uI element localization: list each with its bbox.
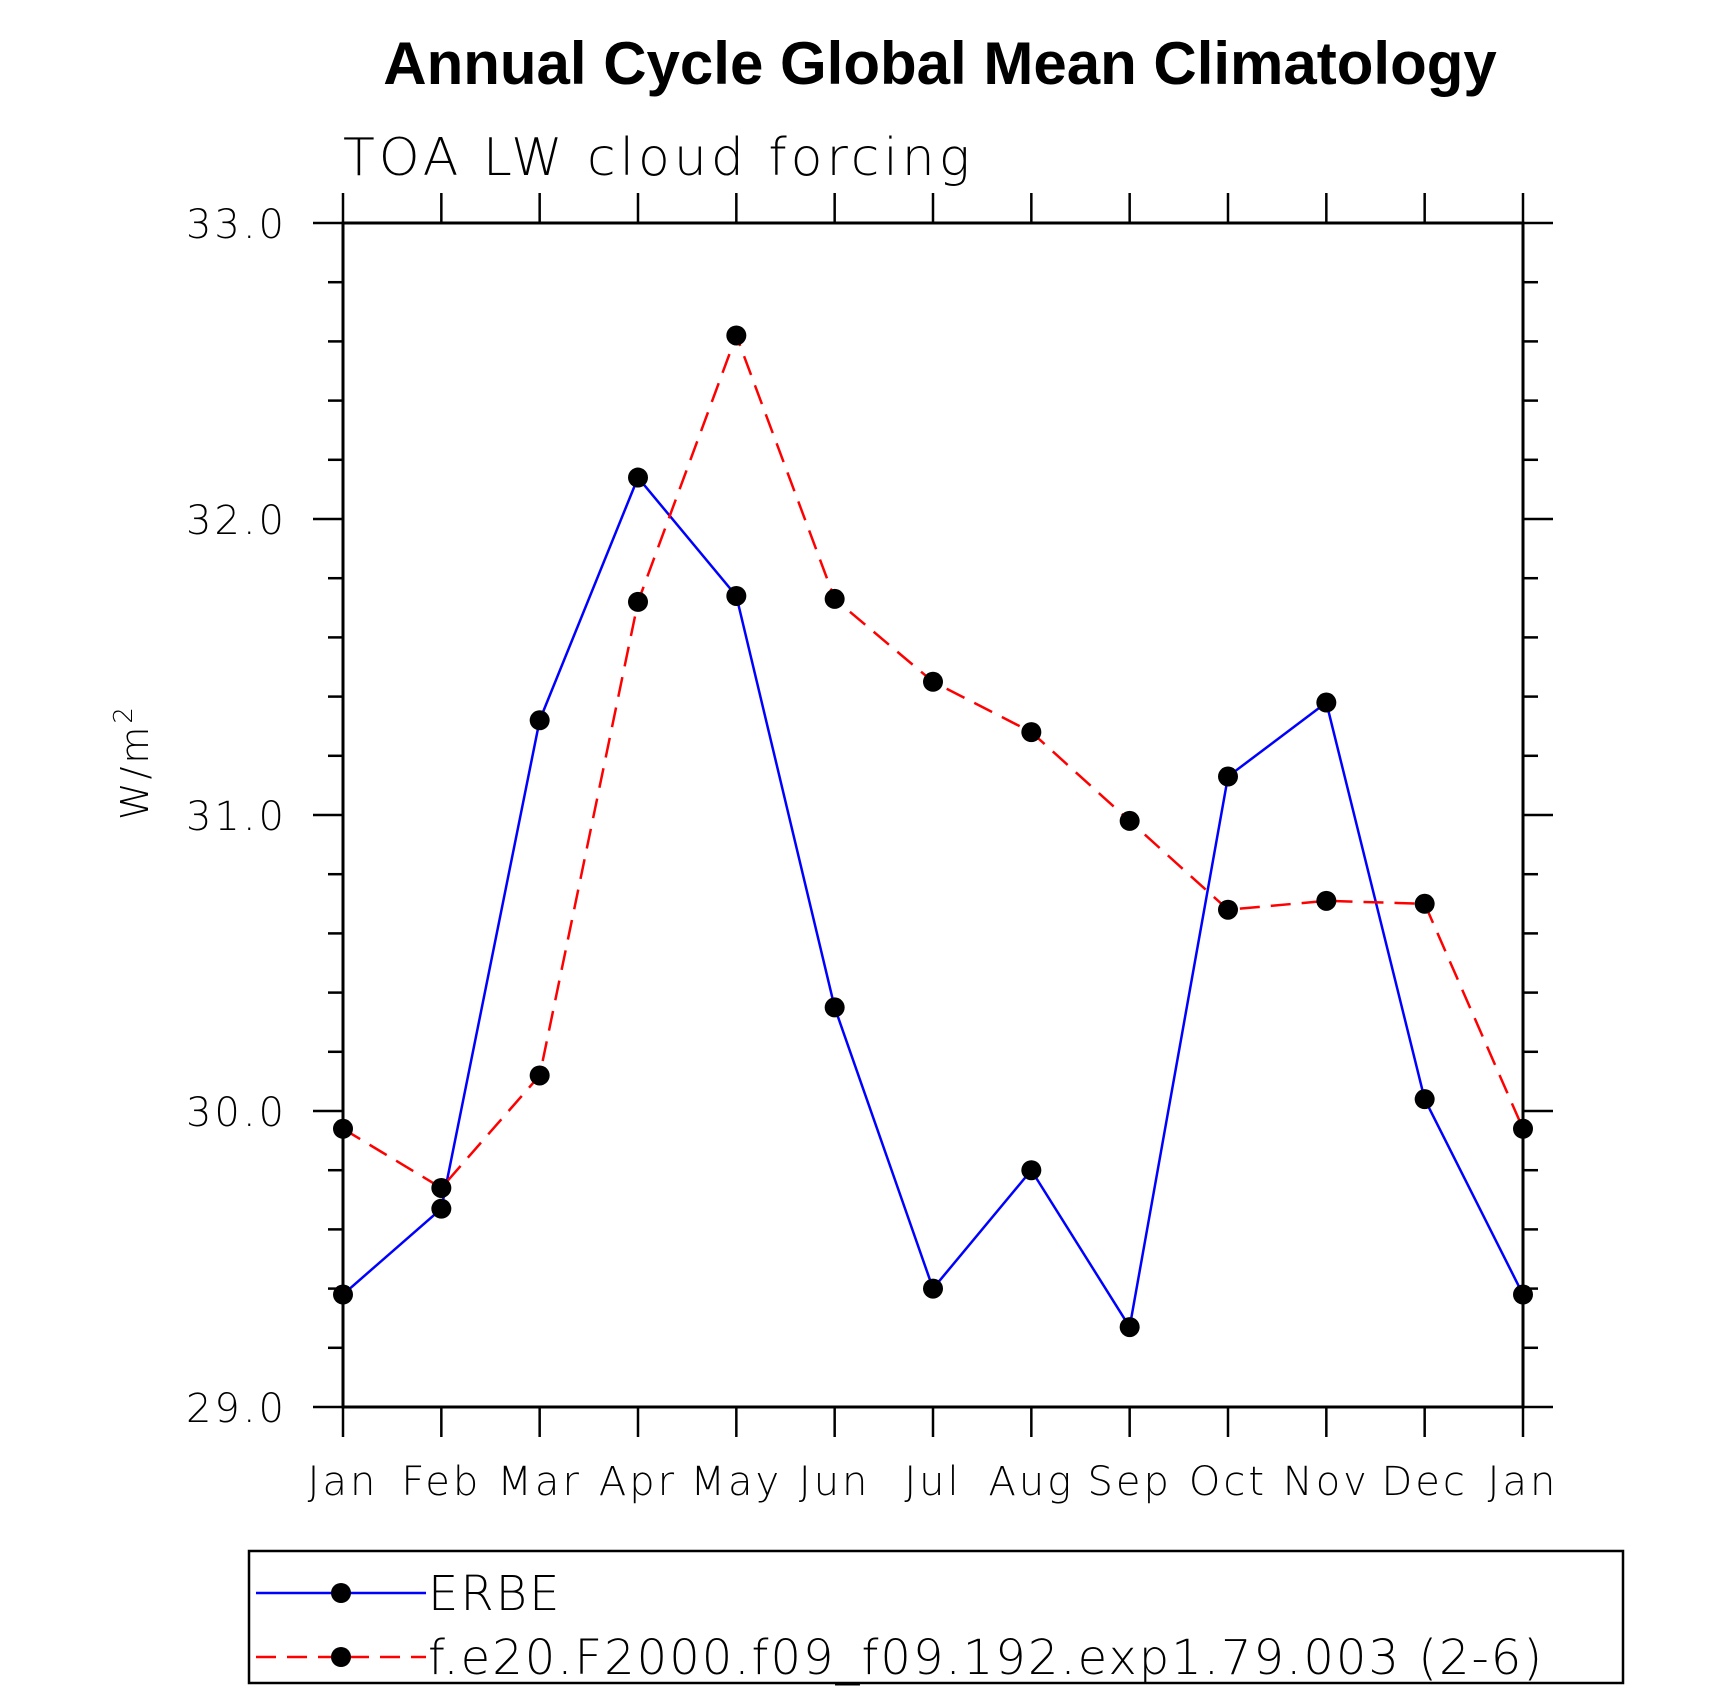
x-tick-label: Nov [1283,1459,1370,1505]
data-point-series-1 [1218,766,1238,787]
data-point-series-1 [726,585,747,606]
data-point-series-1 [1021,1160,1042,1181]
data-point-series-2 [1119,810,1140,831]
x-tick-label: Dec [1381,1459,1467,1505]
data-point-series-2 [529,1065,550,1086]
y-tick-label: 30.0 [186,1090,287,1136]
data-point-series-1 [1513,1284,1533,1305]
x-tick-label: Feb [401,1459,481,1505]
data-point-series-2 [1414,893,1435,914]
svg-text:W/m2: W/m2 [109,704,157,820]
data-point-series-1 [529,710,550,731]
legend-label-2: f.e20.F2000.f09_f09.192.exp1.79.003 (2-6… [428,1630,1544,1686]
legend: ERBE f.e20.F2000.f09_f09.192.exp1.79.003 … [247,1549,1625,1686]
legend-marker-2 [331,1647,351,1667]
chart-title: Annual Cycle Global Mean Climatology [383,30,1497,97]
x-tick-label: Jan [308,1459,379,1505]
x-tick-label: Apr [599,1459,677,1505]
legend-marker-1 [331,1583,351,1603]
y-axis-label-superscript: 2 [109,704,139,724]
x-tick-label: Aug [988,1459,1074,1505]
x-tick-label: Jan [1488,1459,1559,1505]
legend-box [247,1549,1625,1685]
data-point-series-1 [1414,1089,1435,1110]
y-tick-label: 31.0 [186,794,287,840]
legend-label-1: ERBE [428,1566,561,1622]
plot-area: 29.0 30.0 31.0 32.0 33.0 Jan Feb Mar Apr May Jun Ju… [186,193,1559,1505]
y-axis-label: W/m2 [109,704,157,820]
data-point-series-1 [824,997,845,1018]
data-point-series-2 [1218,899,1238,920]
y-axis-label-text: W/m [113,724,157,820]
x-tick-label: Mar [497,1459,581,1505]
data-point-series-2 [628,591,648,612]
data-point-series-2 [1021,722,1042,743]
x-tick-label: Sep [1087,1459,1171,1505]
y-tick-label: 29.0 [186,1386,287,1432]
chart-subtitle: TOA LW cloud forcing [343,128,974,188]
x-tick-label: Jun [799,1459,871,1505]
data-point-series-1 [1119,1317,1140,1338]
data-point-series-2 [923,671,943,692]
data-point-series-1 [431,1198,452,1219]
series-line-2 [342,331,1525,1190]
data-point-series-2 [1316,890,1337,911]
y-tick-label: 32.0 [186,498,287,544]
data-point-series-1 [628,467,648,488]
x-tick-label: Jul [904,1459,961,1505]
x-tick-label: Oct [1189,1459,1267,1505]
data-point-series-2 [824,588,845,609]
data-point-series-2 [333,1118,353,1139]
data-point-series-1 [333,1284,353,1305]
data-point-series-2 [726,325,747,346]
data-point-series-1 [923,1278,943,1299]
data-point-series-1 [1316,692,1337,713]
y-tick-label: 33.0 [186,202,287,248]
data-point-series-2 [1513,1118,1533,1139]
data-point-series-2 [431,1177,452,1198]
x-tick-label: May [690,1459,782,1505]
